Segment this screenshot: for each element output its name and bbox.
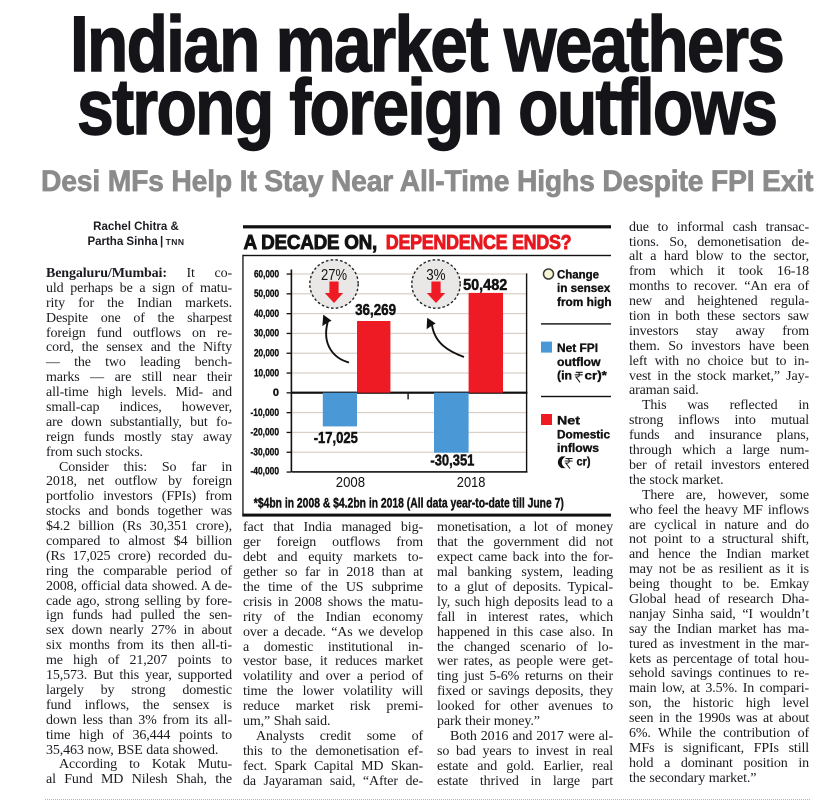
svg-text:50,482: 50,482 <box>463 277 507 294</box>
svg-text:27%: 27% <box>321 267 347 284</box>
svg-text:60,000: 60,000 <box>254 268 279 280</box>
svg-text:-17,025: -17,025 <box>314 430 359 447</box>
svg-text:Change: Change <box>557 267 599 281</box>
svg-text:30,000: 30,000 <box>254 328 279 340</box>
svg-text:inflows: inflows <box>557 441 599 455</box>
svg-text:from high: from high <box>557 295 612 309</box>
svg-text:(: ( <box>557 455 565 469</box>
svg-text:2008: 2008 <box>336 474 365 491</box>
svg-text:outflow: outflow <box>557 355 601 369</box>
svg-text:-40,000: -40,000 <box>251 466 280 478</box>
svg-text:40,000: 40,000 <box>254 308 279 320</box>
svg-text:A DECADE ON,: A DECADE ON, <box>244 231 378 254</box>
svg-text:-30,351: -30,351 <box>430 453 474 470</box>
svg-text:cr)*: cr)* <box>585 368 608 382</box>
svg-text:DEPENDENCE ENDS?: DEPENDENCE ENDS? <box>386 231 572 254</box>
svg-text:36,269: 36,269 <box>355 302 396 319</box>
svg-text:-30,000: -30,000 <box>251 447 280 459</box>
svg-text:0: 0 <box>273 387 279 399</box>
svg-text:20,000: 20,000 <box>254 348 279 360</box>
svg-text:10,000: 10,000 <box>254 367 279 379</box>
svg-text:2018: 2018 <box>457 474 486 491</box>
svg-text:3%: 3% <box>426 267 446 284</box>
svg-text:-10,000: -10,000 <box>251 407 280 419</box>
svg-text:50,000: 50,000 <box>254 288 279 300</box>
svg-text:cr): cr) <box>577 455 591 469</box>
svg-text:in sensex: in sensex <box>557 281 611 295</box>
svg-text:Net FPI: Net FPI <box>557 341 598 355</box>
svg-text:-20,000: -20,000 <box>251 427 280 439</box>
svg-text:(in: (in <box>557 368 572 382</box>
svg-text:Domestic: Domestic <box>557 428 610 442</box>
svg-text:Net: Net <box>557 414 580 428</box>
svg-text:*$4bn in 2008 & $4.2bn in 2018: *$4bn in 2008 & $4.2bn in 2018 (All data… <box>254 495 564 511</box>
